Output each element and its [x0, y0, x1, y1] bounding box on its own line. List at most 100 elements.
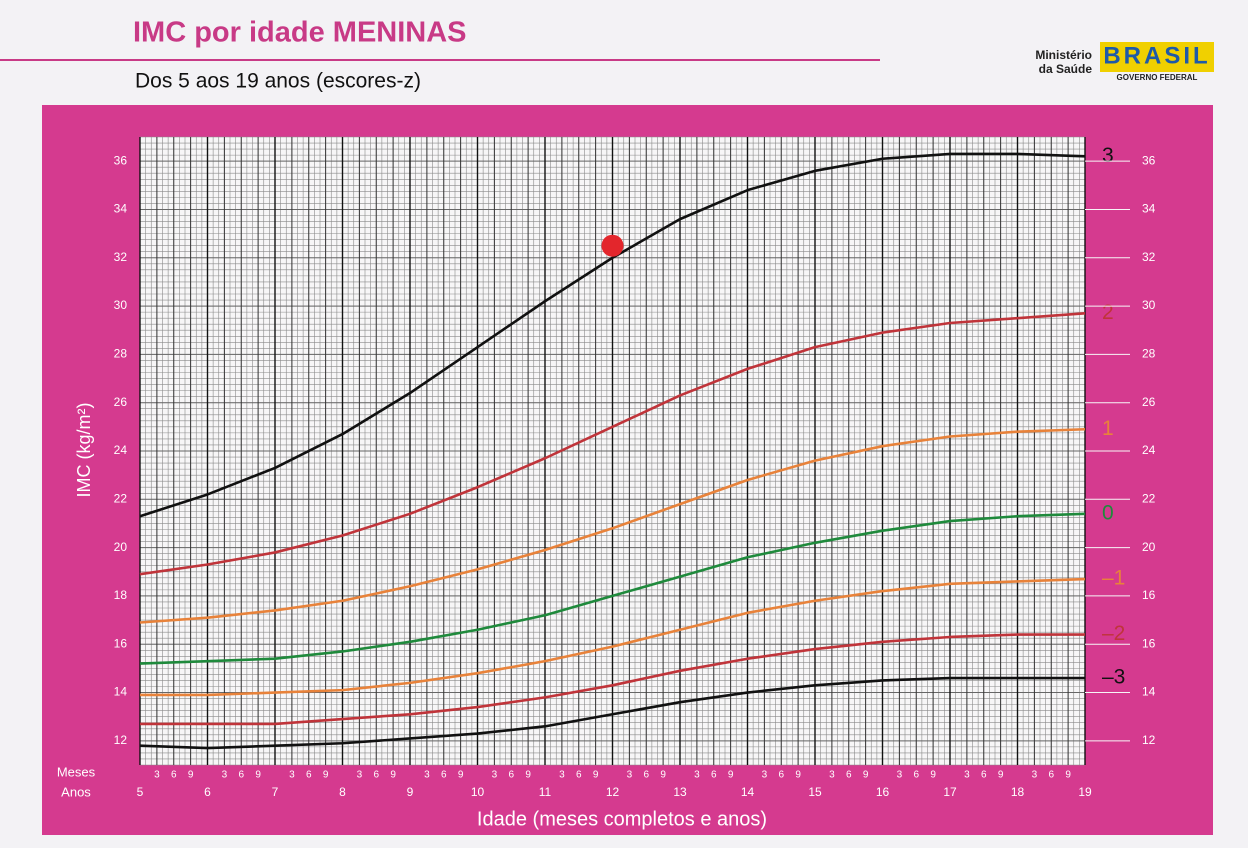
month-label: 9: [255, 770, 261, 781]
month-label: 3: [424, 770, 430, 781]
series-label: 1: [1102, 417, 1114, 440]
y-tick-label: 26: [114, 395, 128, 409]
x-axis-label: Idade (meses completos e anos): [477, 808, 767, 830]
x-tick-label: 15: [808, 785, 822, 799]
month-label: 9: [660, 770, 666, 781]
y-tick-label: 28: [114, 347, 128, 361]
z-curve: [140, 577, 1086, 697]
y-tick-label: 36: [114, 153, 128, 167]
y2-tick-label: 24: [1142, 443, 1156, 457]
month-row-label: Meses: [57, 764, 96, 779]
x-tick-label: 6: [204, 785, 211, 799]
ministry: da Saúde: [1039, 62, 1093, 76]
month-label: 6: [238, 770, 244, 781]
month-label: 3: [289, 770, 295, 781]
y2-tick-label: 22: [1142, 491, 1156, 505]
y-tick-label: 34: [114, 202, 128, 216]
y2-tick-label: 20: [1142, 540, 1156, 554]
x-tick-label: 16: [876, 785, 890, 799]
x-tick-label: 18: [1011, 785, 1025, 799]
month-label: 3: [897, 770, 903, 781]
chart-title: IMC por idade MENINAS: [133, 17, 467, 49]
month-label: 9: [863, 770, 869, 781]
y2-tick-label: 26: [1142, 395, 1156, 409]
y-tick-label: 24: [114, 443, 128, 457]
logo: BRASIL: [1103, 42, 1210, 69]
month-label: 6: [846, 770, 852, 781]
month-label: 9: [525, 770, 531, 781]
y-axis-label: IMC (kg/m²): [74, 403, 94, 498]
x-tick-label: 9: [407, 785, 414, 799]
month-label: 6: [711, 770, 717, 781]
y-tick-label: 20: [114, 540, 128, 554]
y-tick-label: 16: [114, 636, 128, 650]
month-label: 3: [627, 770, 633, 781]
month-label: 9: [728, 770, 734, 781]
month-label: 6: [373, 770, 379, 781]
month-label: 9: [390, 770, 396, 781]
x-tick-label: 5: [137, 785, 144, 799]
z-curve: [139, 512, 1086, 665]
y2-tick-label: 30: [1142, 298, 1156, 312]
logo-bg: [1100, 42, 1214, 72]
month-label: 3: [694, 770, 700, 781]
month-label: 3: [492, 770, 498, 781]
month-label: 3: [154, 770, 160, 781]
series-label: 0: [1102, 501, 1114, 524]
month-label: 9: [930, 770, 936, 781]
month-label: 3: [964, 770, 970, 781]
series-label: –3: [1102, 666, 1125, 689]
x-tick-label: 8: [339, 785, 346, 799]
logo-sub: GOVERNO FEDERAL: [1117, 73, 1198, 82]
month-label: 3: [1032, 770, 1038, 781]
month-label: 3: [559, 770, 565, 781]
x-tick-label: 13: [673, 785, 687, 799]
chart-subtitle: Dos 5 aos 19 anos (escores-z): [135, 70, 421, 93]
series-label: –1: [1102, 567, 1125, 590]
y2-tick-label: 34: [1142, 202, 1156, 216]
child-point: [601, 234, 624, 257]
x-tick-label: 11: [539, 785, 552, 799]
ministry: Ministério: [1035, 48, 1092, 62]
month-label: 9: [593, 770, 599, 781]
month-label: 6: [643, 770, 649, 781]
month-label: 9: [795, 770, 801, 781]
month-label: 3: [357, 770, 363, 781]
month-label: 6: [913, 770, 919, 781]
y2-tick-label: 28: [1142, 347, 1156, 361]
x-tick-label: 19: [1078, 785, 1092, 799]
month-label: 3: [829, 770, 835, 781]
series-label: 3: [1102, 144, 1114, 167]
series-label: 2: [1102, 301, 1114, 324]
x-tick-label: 17: [943, 785, 957, 799]
y2-tick-label: 32: [1142, 250, 1156, 264]
y-tick-label: 32: [114, 250, 128, 264]
month-label: 6: [778, 770, 784, 781]
y-tick-label: 18: [114, 588, 128, 602]
z-curve: [139, 676, 1085, 750]
y2-tick-label: 16: [1142, 588, 1156, 602]
x-tick-label: 10: [471, 785, 485, 799]
y2-tick-label: 36: [1142, 153, 1156, 167]
y-tick-label: 22: [114, 491, 128, 505]
y2-tick-label: 12: [1142, 733, 1156, 747]
series-label: –2: [1102, 622, 1125, 645]
month-label: 9: [458, 770, 464, 781]
y2-tick-label: 16: [1142, 636, 1156, 650]
month-label: 6: [576, 770, 582, 781]
z-curve: [139, 312, 1086, 576]
month-label: 6: [171, 770, 177, 781]
month-label: 3: [222, 770, 228, 781]
month-label: 6: [1048, 770, 1054, 781]
year-row-label: Anos: [61, 784, 91, 799]
y-tick-label: 14: [114, 685, 128, 699]
month-label: 9: [1065, 770, 1071, 781]
month-label: 6: [441, 770, 447, 781]
y2-tick-label: 14: [1142, 685, 1156, 699]
z-curve: [139, 152, 1086, 518]
z-curve: [139, 427, 1086, 624]
month-label: 3: [762, 770, 768, 781]
z-curve: [140, 633, 1085, 726]
month-label: 9: [998, 770, 1004, 781]
